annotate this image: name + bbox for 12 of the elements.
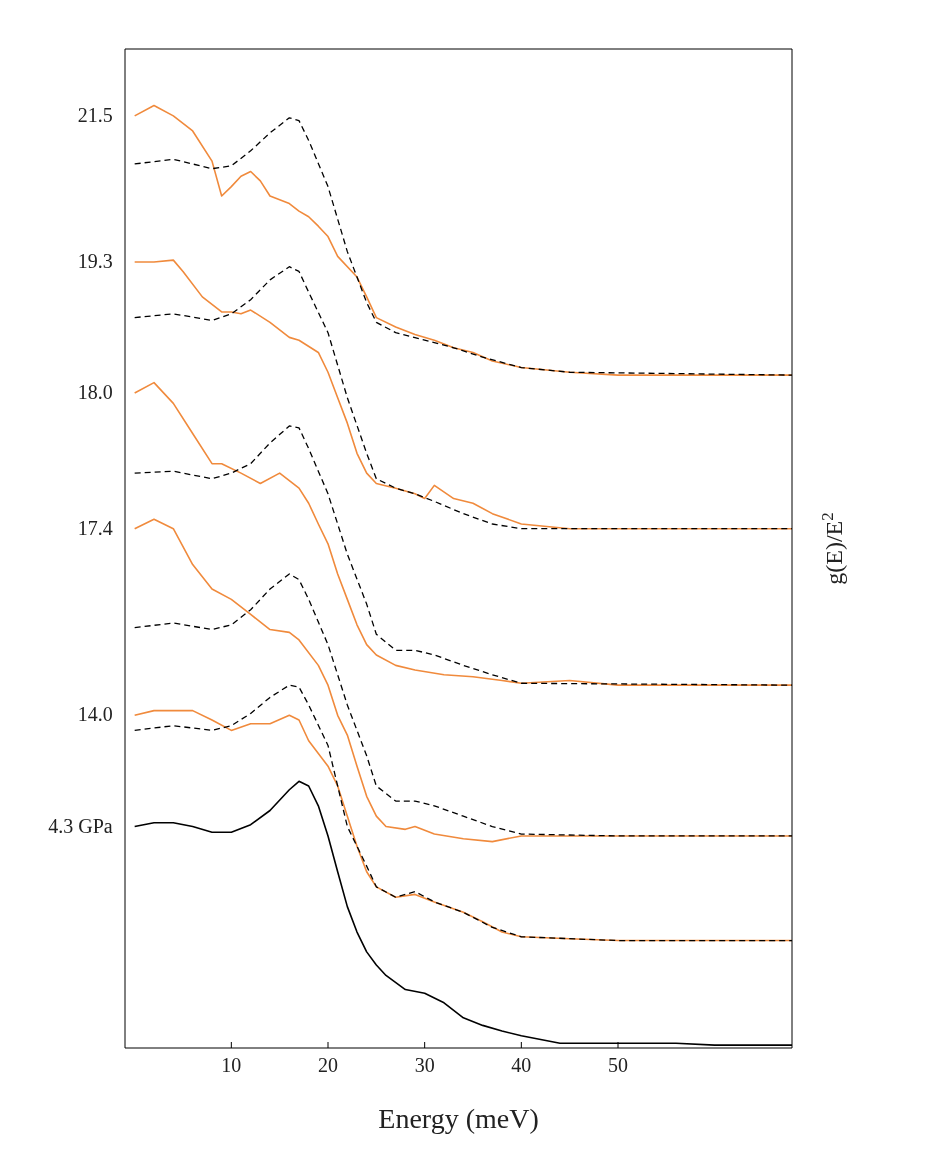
series-label: 14.0 bbox=[77, 703, 113, 726]
x-axis-title: Energy (meV) bbox=[378, 1103, 539, 1134]
series-label: 4.3 GPa bbox=[48, 814, 113, 837]
x-tick-label: 50 bbox=[608, 1054, 628, 1077]
series-label: 17.4 bbox=[77, 516, 113, 539]
series-label: 19.3 bbox=[77, 249, 113, 272]
x-tick-label: 20 bbox=[318, 1054, 338, 1077]
x-tick-label: 40 bbox=[511, 1054, 532, 1077]
x-tick-label: 10 bbox=[221, 1054, 242, 1077]
x-tick-label: 30 bbox=[414, 1054, 435, 1077]
series-label: 18.0 bbox=[77, 381, 113, 403]
series-label: 21.5 bbox=[77, 103, 113, 126]
